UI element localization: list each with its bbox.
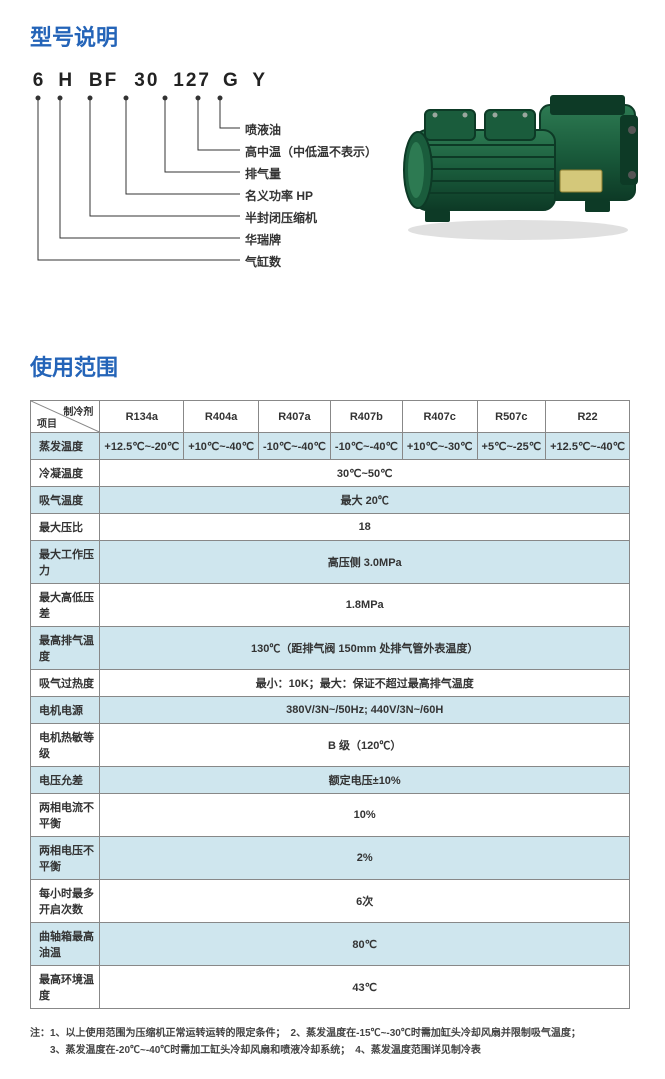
compressor-icon — [390, 75, 645, 245]
row-merged-value: 2% — [100, 837, 630, 880]
row-label: 最大高低压差 — [31, 584, 100, 627]
table-row: 最高环境温度43℃ — [31, 966, 630, 1009]
diag-label-3: 名义功率 HP — [245, 187, 313, 204]
row-merged-value: 380V/3N~/50Hz; 440V/3N~/60H — [100, 697, 630, 724]
model-code: 6 H BF 30 127 G Y — [30, 70, 270, 92]
row-label: 蒸发温度 — [31, 433, 100, 460]
diag-label-1: 高中温（中低温不表示） — [245, 143, 377, 160]
col-r22: R22 — [546, 401, 630, 433]
table-row: 最大高低压差1.8MPa — [31, 584, 630, 627]
table-row: 曲轴箱最高油温80℃ — [31, 923, 630, 966]
diag-label-5: 华瑞牌 — [245, 231, 281, 248]
row-label: 电机电源 — [31, 697, 100, 724]
table-row: 最大压比18 — [31, 514, 630, 541]
row-label: 每小时最多开启次数 — [31, 880, 100, 923]
model-part-1: H — [55, 70, 77, 92]
model-part-5: G — [220, 70, 242, 92]
row-merged-value: 130℃（距排气阀 150mm 处排气管外表温度） — [100, 627, 630, 670]
row-cell: +12.5℃~-20℃ — [100, 433, 184, 460]
row-merged-value: 43℃ — [100, 966, 630, 1009]
note-line-2: 3、蒸发温度在-20℃~-40℃时需加工缸头冷却风扇和喷液冷却系统； 4、蒸发温… — [30, 1042, 630, 1059]
spec-table: 制冷剂 项目 R134a R404a R407a R407b R407c R50… — [30, 400, 630, 1009]
row-merged-value: 30℃~50℃ — [100, 460, 630, 487]
row-merged-value: 高压侧 3.0MPa — [100, 541, 630, 584]
model-diagram: 6 H BF 30 127 G Y — [30, 70, 635, 310]
table-row: 冷凝温度30℃~50℃ — [31, 460, 630, 487]
col-r407a: R407a — [258, 401, 330, 433]
table-row: 最大工作压力高压侧 3.0MPa — [31, 541, 630, 584]
col-r407c: R407c — [402, 401, 477, 433]
row-label: 最大压比 — [31, 514, 100, 541]
row-label: 最高排气温度 — [31, 627, 100, 670]
model-part-3: 30 — [130, 70, 164, 92]
row-merged-value: 6次 — [100, 880, 630, 923]
table-row: 电机热敏等级B 级（120℃） — [31, 724, 630, 767]
model-part-2: BF — [85, 70, 123, 92]
model-part-0: 6 — [30, 70, 48, 92]
table-row: 电压允差额定电压±10% — [31, 767, 630, 794]
header-diag-top: 制冷剂 — [63, 403, 93, 418]
section1-title: 型号说明 — [30, 20, 635, 52]
row-label: 电压允差 — [31, 767, 100, 794]
row-cell: +12.5℃~-40℃ — [546, 433, 630, 460]
row-label: 电机热敏等级 — [31, 724, 100, 767]
row-merged-value: 额定电压±10% — [100, 767, 630, 794]
row-label: 两相电流不平衡 — [31, 794, 100, 837]
row-cell: -10℃~-40℃ — [258, 433, 330, 460]
row-merged-value: 18 — [100, 514, 630, 541]
row-label: 两相电压不平衡 — [31, 837, 100, 880]
row-merged-value: 1.8MPa — [100, 584, 630, 627]
row-merged-value: 10% — [100, 794, 630, 837]
diag-label-2: 排气量 — [245, 165, 281, 182]
row-cell: +10℃~-40℃ — [184, 433, 259, 460]
table-row: 吸气过热度最小：10K；最大：保证不超过最高排气温度 — [31, 670, 630, 697]
row-merged-value: 最大 20℃ — [100, 487, 630, 514]
row-cell: -10℃~-40℃ — [330, 433, 402, 460]
table-row: 最高排气温度130℃（距排气阀 150mm 处排气管外表温度） — [31, 627, 630, 670]
col-r407b: R407b — [330, 401, 402, 433]
row-label: 吸气过热度 — [31, 670, 100, 697]
table-row: 吸气温度最大 20℃ — [31, 487, 630, 514]
header-diag-bot: 项目 — [37, 415, 57, 430]
model-part-4: 127 — [171, 70, 213, 92]
row-label: 冷凝温度 — [31, 460, 100, 487]
row-merged-value: 80℃ — [100, 923, 630, 966]
diag-label-6: 气缸数 — [245, 253, 281, 270]
row-label: 吸气温度 — [31, 487, 100, 514]
table-header-row: 制冷剂 项目 R134a R404a R407a R407b R407c R50… — [31, 401, 630, 433]
row-merged-value: B 级（120℃） — [100, 724, 630, 767]
row-label: 曲轴箱最高油温 — [31, 923, 100, 966]
col-r507c: R507c — [477, 401, 546, 433]
model-part-6: Y — [250, 70, 270, 92]
diag-label-4: 半封闭压缩机 — [245, 209, 317, 226]
table-row: 电机电源380V/3N~/50Hz; 440V/3N~/60H — [31, 697, 630, 724]
header-diag-cell: 制冷剂 项目 — [31, 401, 100, 433]
table-row: 两相电流不平衡10% — [31, 794, 630, 837]
row-merged-value: 最小：10K；最大：保证不超过最高排气温度 — [100, 670, 630, 697]
row-cell: +5℃~-25℃ — [477, 433, 546, 460]
footnotes: 注：1、以上使用范围为压缩机正常运转运转的限定条件； 2、蒸发温度在-15℃~-… — [30, 1025, 630, 1059]
table-row: 蒸发温度+12.5℃~-20℃+10℃~-40℃-10℃~-40℃-10℃~-4… — [31, 433, 630, 460]
bracket-svg — [30, 95, 250, 295]
row-cell: +10℃~-30℃ — [402, 433, 477, 460]
col-r404a: R404a — [184, 401, 259, 433]
note-line-1: 注：1、以上使用范围为压缩机正常运转运转的限定条件； 2、蒸发温度在-15℃~-… — [30, 1025, 630, 1042]
row-label: 最大工作压力 — [31, 541, 100, 584]
col-r134a: R134a — [100, 401, 184, 433]
diag-label-0: 喷液油 — [245, 121, 281, 138]
section2-title: 使用范围 — [30, 350, 635, 382]
table-row: 两相电压不平衡2% — [31, 837, 630, 880]
table-row: 每小时最多开启次数6次 — [31, 880, 630, 923]
row-label: 最高环境温度 — [31, 966, 100, 1009]
